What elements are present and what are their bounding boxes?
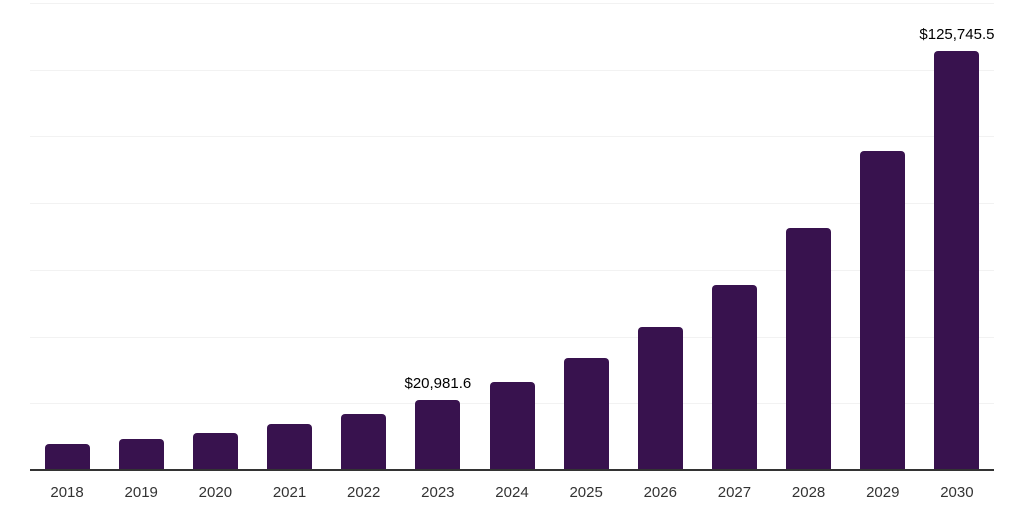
gridline	[30, 69, 994, 71]
bar-2025	[563, 358, 609, 470]
bar-2021	[267, 424, 313, 470]
x-tick-label-2019: 2019	[124, 484, 158, 501]
bar-2028	[786, 228, 832, 470]
x-tick-label-2022: 2022	[346, 484, 381, 501]
x-tick-label-2021: 2021	[272, 484, 307, 501]
x-tick-label-2028: 2028	[791, 484, 826, 501]
x-tick-label-2027: 2027	[717, 484, 752, 501]
x-tick-label-2026: 2026	[643, 484, 677, 501]
plot-area: $20,981.6 $125,745.5	[30, 3, 994, 470]
gridline	[30, 269, 994, 271]
data-label-2030: $125,745.5	[919, 25, 995, 43]
x-tick-label-2023: 2023	[421, 484, 455, 501]
gridline	[30, 203, 994, 205]
gridline	[30, 3, 994, 4]
x-tick-label-2024: 2024	[495, 484, 529, 501]
x-tick-label-2018: 2018	[50, 484, 84, 501]
x-axis-line	[30, 469, 994, 471]
x-tick-label-2025: 2025	[569, 484, 603, 501]
bar-2026	[637, 327, 683, 470]
data-label-2023: $20,981.6	[404, 375, 472, 393]
bar-2018	[44, 443, 90, 470]
bar-2023	[415, 400, 461, 470]
gridline	[30, 136, 994, 138]
gridline	[30, 336, 994, 338]
x-tick-label-2020: 2020	[198, 484, 233, 501]
bar-2020	[192, 432, 238, 470]
bar-2029	[860, 151, 906, 470]
x-tick-label-2030: 2030	[940, 484, 974, 501]
x-tick-label-2029: 2029	[866, 484, 900, 501]
bar-2030	[934, 50, 980, 470]
bar-2024	[489, 382, 535, 470]
bar-2022	[341, 413, 387, 470]
x-axis: 2018 2019 2020 2021 2022 2023 2024 2025 2026 2027…	[30, 484, 994, 504]
bar-2019	[118, 439, 164, 470]
bar-2027	[711, 284, 757, 470]
